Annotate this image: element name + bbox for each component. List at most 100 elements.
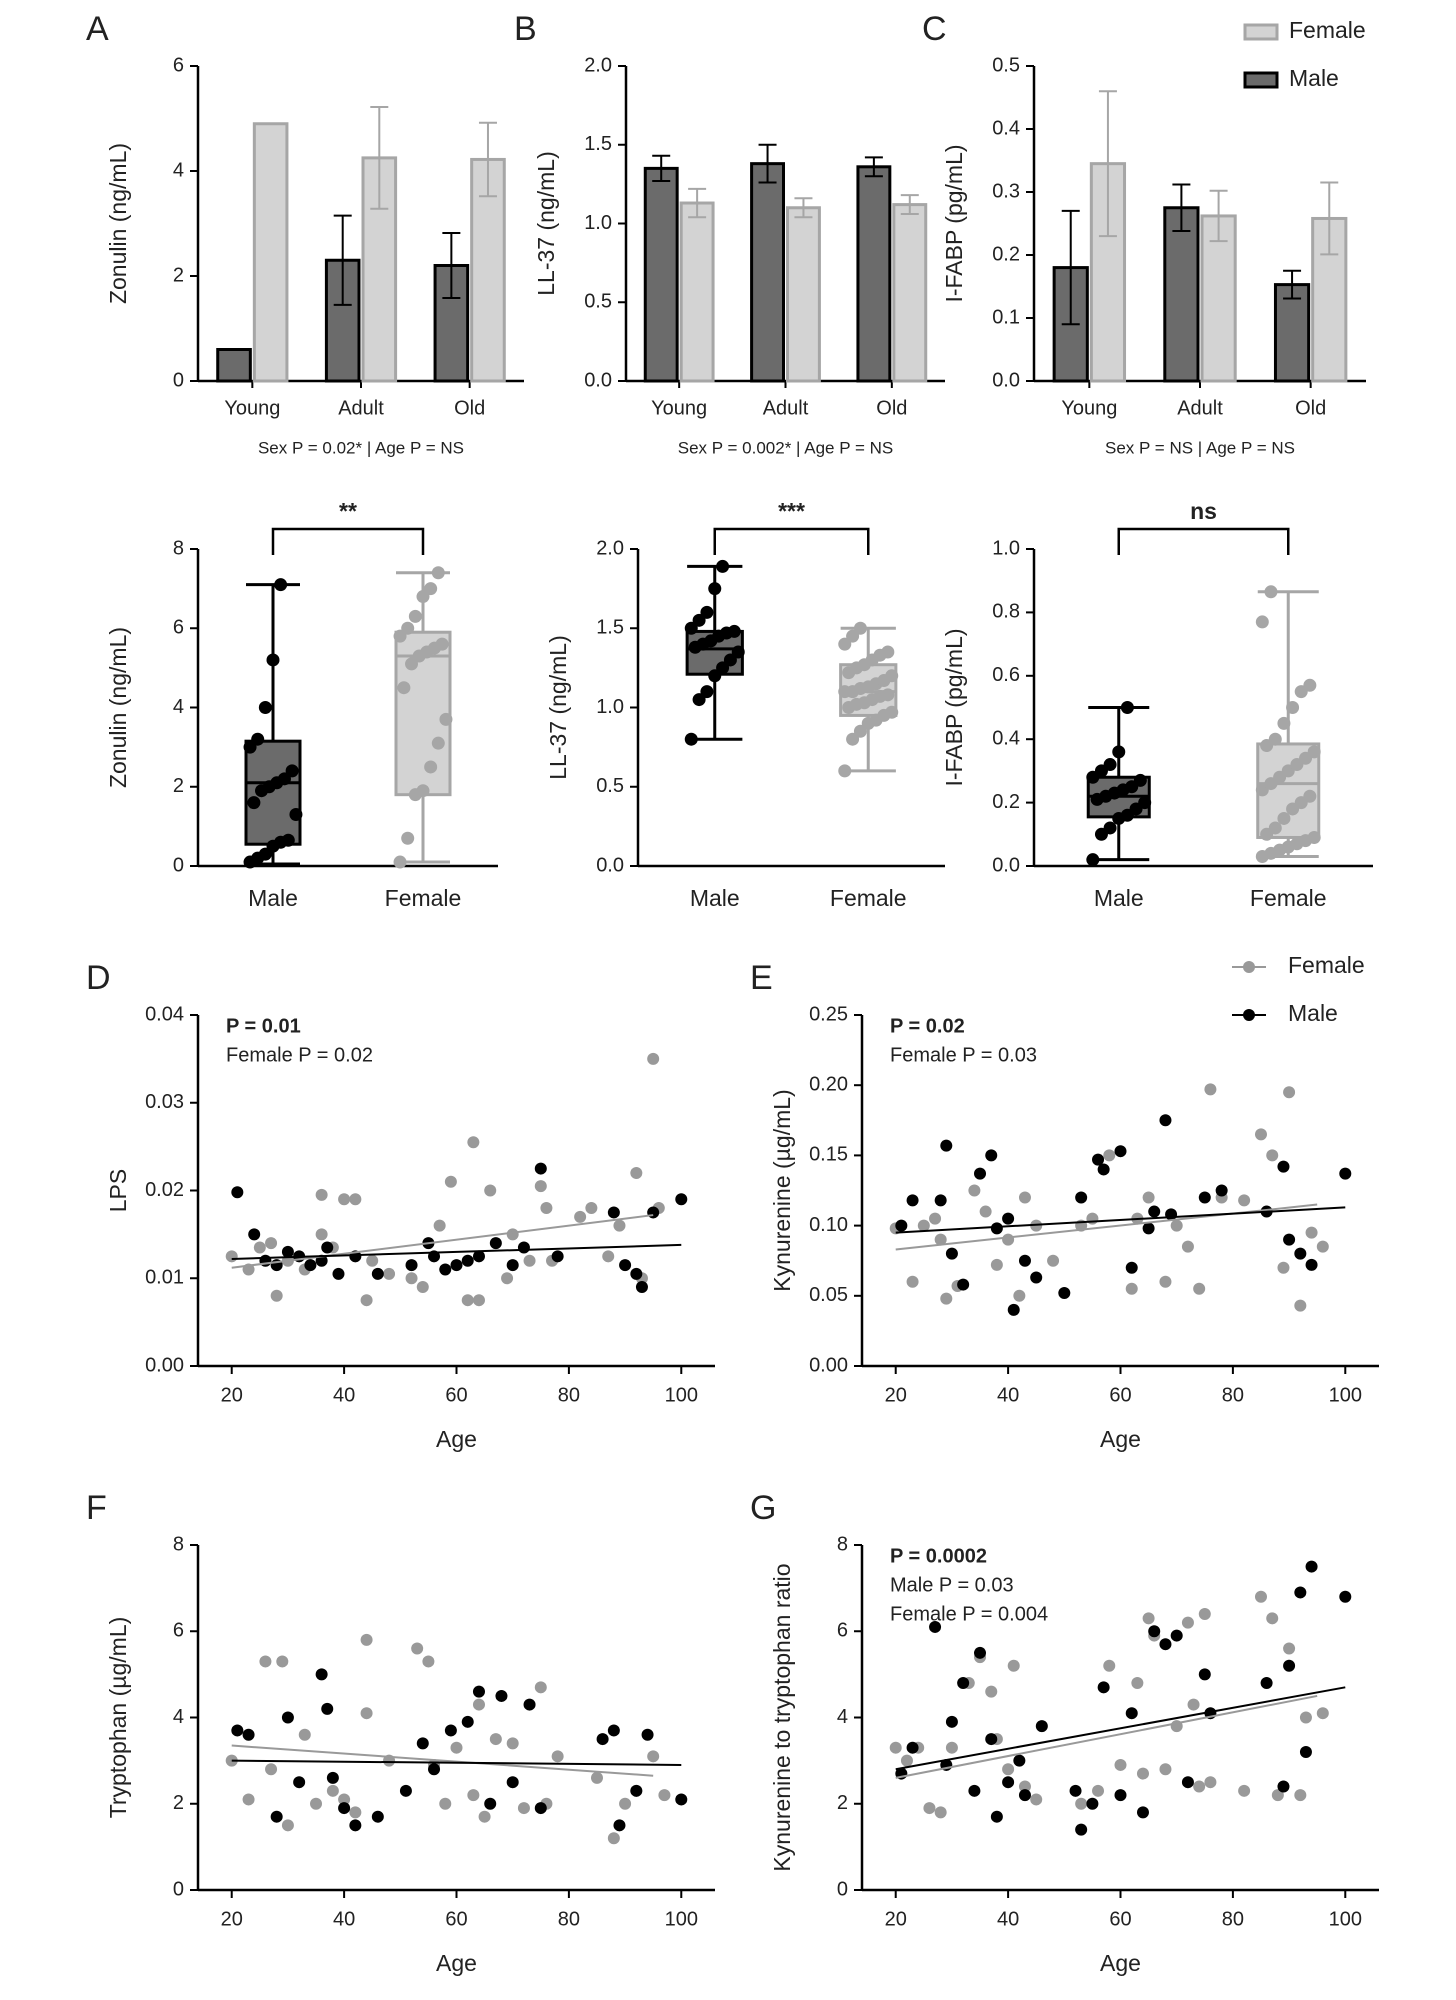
data-point: [940, 1139, 953, 1152]
data-point: [1294, 1789, 1307, 1802]
x-tick-label: 100: [665, 1908, 698, 1930]
data-point: [1103, 1659, 1116, 1672]
data-point: [1170, 1629, 1183, 1642]
data-point: [1339, 1590, 1352, 1603]
data-point: [349, 1193, 362, 1206]
x-tick-label: 40: [997, 1908, 1019, 1930]
legend-label: Male: [1288, 1000, 1338, 1026]
data-point: [635, 1281, 648, 1294]
data-point: [1125, 1282, 1138, 1295]
x-tick-label: Female: [1250, 885, 1327, 911]
y-tick-label: 2: [173, 1792, 184, 1814]
significance-bracket: [713, 527, 870, 555]
x-tick-label: 80: [1222, 1908, 1244, 1930]
data-point: [1277, 811, 1291, 825]
data-point: [607, 1724, 620, 1737]
data-point: [360, 1633, 373, 1646]
data-point: [945, 1741, 958, 1754]
data-point: [1283, 1086, 1296, 1099]
data-point: [619, 1259, 632, 1272]
data-point: [270, 1289, 283, 1302]
data-point: [1165, 1208, 1178, 1221]
data-point: [281, 833, 295, 847]
data-point: [675, 1193, 688, 1206]
y-tick-label: 0: [837, 1878, 848, 1900]
data-point: [401, 621, 415, 635]
data-point: [360, 1294, 373, 1307]
data-point: [281, 1245, 294, 1258]
data-point: [1181, 1776, 1194, 1789]
legend-label: Female: [1288, 952, 1365, 978]
data-point: [675, 1793, 688, 1806]
y-tick-label: 1.0: [596, 696, 624, 718]
x-tick-label: 40: [333, 1908, 355, 1930]
data-point: [1193, 1780, 1206, 1793]
data-point: [1238, 1194, 1251, 1207]
data-point: [917, 1219, 930, 1232]
data-point: [248, 1228, 261, 1241]
data-point: [1142, 1191, 1155, 1204]
y-tick-label: 0.3: [992, 180, 1020, 202]
trend-line: [231, 1744, 654, 1777]
data-point: [393, 855, 407, 869]
data-point: [285, 764, 299, 778]
data-point: [472, 1294, 485, 1307]
data-point: [853, 621, 867, 635]
data-point: [1305, 1560, 1318, 1573]
y-tick-label: 0.2: [992, 243, 1020, 265]
data-point: [727, 624, 741, 638]
data-point: [1018, 1789, 1031, 1802]
data-point: [1294, 1247, 1307, 1260]
data-point: [985, 1733, 998, 1746]
data-point: [940, 1292, 953, 1305]
data-point: [293, 1776, 306, 1789]
data-point: [274, 578, 288, 592]
data-point: [945, 1247, 958, 1260]
data-point: [1283, 1642, 1296, 1655]
y-tick-label: 2: [837, 1792, 848, 1814]
y-tick-label: 0.5: [584, 291, 612, 313]
panel-label: C: [922, 10, 947, 48]
box: [244, 739, 302, 846]
y-tick-label: 0.25: [809, 1003, 848, 1025]
y-tick-label: 2.0: [596, 537, 624, 559]
data-point: [439, 1263, 452, 1276]
data-point: [684, 732, 698, 746]
data-point: [534, 1180, 547, 1193]
data-point: [433, 1219, 446, 1232]
data-point: [1260, 1677, 1273, 1689]
data-point: [338, 1193, 351, 1206]
data-point: [472, 1250, 485, 1263]
data-point: [416, 1737, 429, 1750]
data-point: [439, 1797, 452, 1810]
data-point: [467, 1136, 480, 1149]
data-point: [450, 1741, 463, 1754]
x-tick-label: Male: [248, 885, 298, 911]
data-point: [1277, 1780, 1290, 1793]
data-point: [1030, 1271, 1043, 1284]
y-axis-label: I-FABP (pg/mL): [941, 144, 967, 302]
data-point: [1283, 1659, 1296, 1672]
data-point: [853, 724, 867, 738]
data-point: [383, 1267, 396, 1280]
data-point: [439, 712, 453, 726]
data-point: [332, 1267, 345, 1280]
data-point: [708, 582, 722, 596]
data-point: [1018, 1254, 1031, 1267]
y-tick-label: 0.03: [145, 1091, 184, 1113]
y-tick-label: 0.5: [992, 54, 1020, 76]
error-bar: [333, 214, 352, 306]
x-tick-label: Female: [830, 885, 907, 911]
y-tick-label: 0: [173, 369, 184, 391]
data-point: [1198, 1191, 1211, 1204]
data-point: [1283, 1233, 1296, 1246]
data-point: [1030, 1793, 1043, 1806]
y-tick-label: 0.6: [992, 664, 1020, 686]
data-point: [1181, 1240, 1194, 1253]
data-point: [1013, 1754, 1026, 1767]
data-point: [923, 1802, 936, 1815]
data-point: [484, 1184, 497, 1197]
data-point: [1103, 1149, 1116, 1162]
